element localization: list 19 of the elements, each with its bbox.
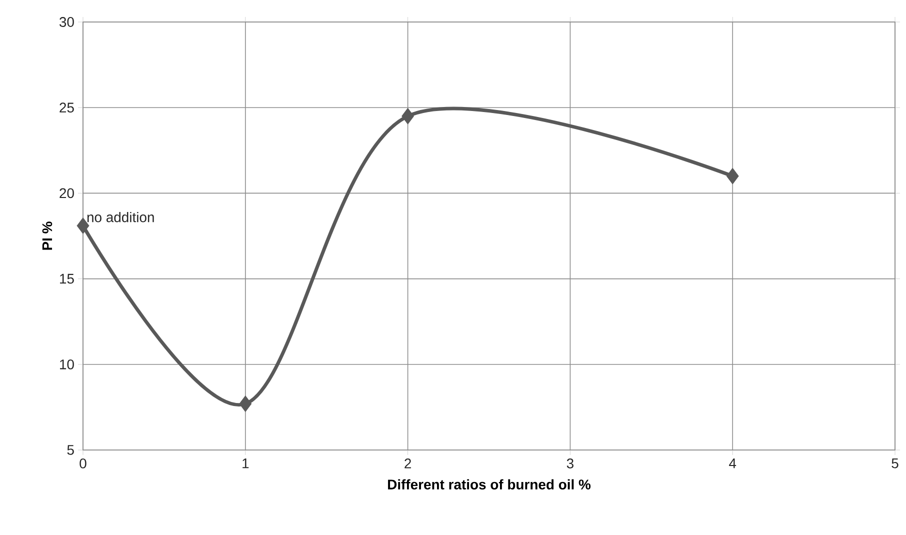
y-tick-label: 5 — [67, 445, 74, 455]
point — [239, 396, 252, 412]
point — [402, 108, 414, 124]
annotation: no addition — [87, 212, 154, 222]
y-tick-label: 25 — [60, 102, 74, 113]
y-tick-label: 15 — [60, 274, 74, 284]
x-tick-label: 4 — [729, 458, 736, 468]
x-axis-title: Different ratios of burned oil % — [388, 479, 591, 490]
y-tick-label: 10 — [60, 359, 74, 370]
point — [76, 217, 90, 234]
x-tick-label: 0 — [80, 458, 86, 468]
x-tick-label: 5 — [892, 458, 898, 468]
x-tick-label: 1 — [242, 458, 249, 468]
y-tick-label: 30 — [59, 17, 74, 27]
point — [726, 168, 739, 184]
y-axis-title: PI % — [42, 222, 52, 250]
x-tick-label: 2 — [404, 458, 411, 468]
x-tick-label: 3 — [566, 458, 574, 468]
y-tick-label: 20 — [60, 188, 74, 198]
